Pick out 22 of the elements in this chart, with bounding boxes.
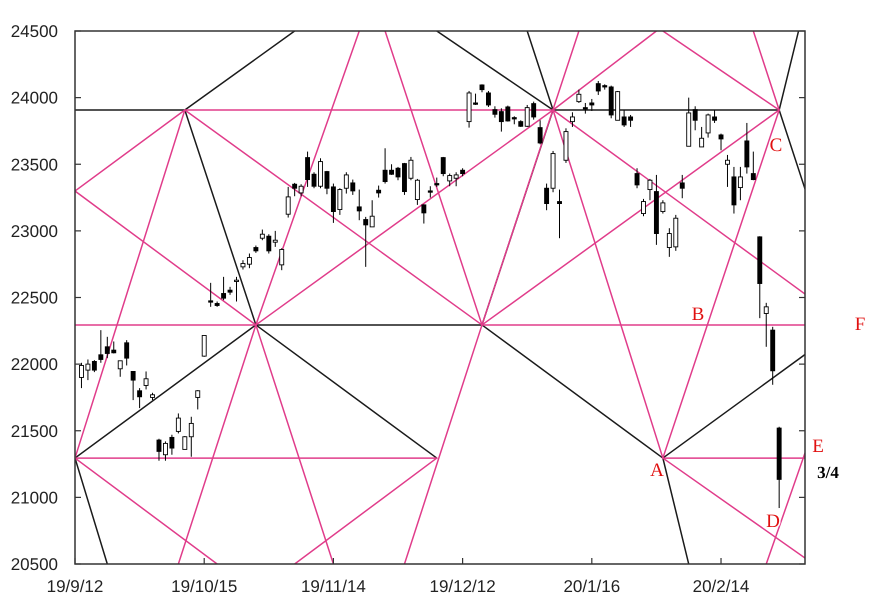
text: E [812, 436, 824, 457]
text: F [854, 314, 866, 335]
y-tick-label: 21500 [10, 422, 58, 441]
text: 3/4 [817, 463, 840, 482]
x-tick-label: 19/12/12 [430, 577, 496, 596]
x-tick-label: 19/9/12 [46, 577, 104, 596]
annotation: A [650, 460, 664, 481]
y-tick-label: 23000 [10, 222, 58, 241]
x-tick-label: 20/2/14 [692, 577, 750, 596]
y-tick-label: 24500 [10, 22, 58, 41]
x-tick-label: 19/10/15 [171, 577, 238, 596]
y-tick-label: 23500 [10, 155, 58, 174]
annotation: C [770, 135, 782, 156]
y-tick-label: 20500 [10, 555, 58, 574]
y-tick-label: 24000 [10, 88, 58, 108]
y-tick-label: 22500 [10, 288, 58, 308]
annotation: B [692, 304, 704, 325]
y-tick-label: 21000 [10, 488, 58, 508]
x-tick-label: 19/11/14 [300, 577, 366, 596]
x-tick-label: 20/1/16 [563, 577, 620, 596]
annotation: D [766, 511, 780, 532]
y-tick-label: 22000 [10, 355, 58, 374]
